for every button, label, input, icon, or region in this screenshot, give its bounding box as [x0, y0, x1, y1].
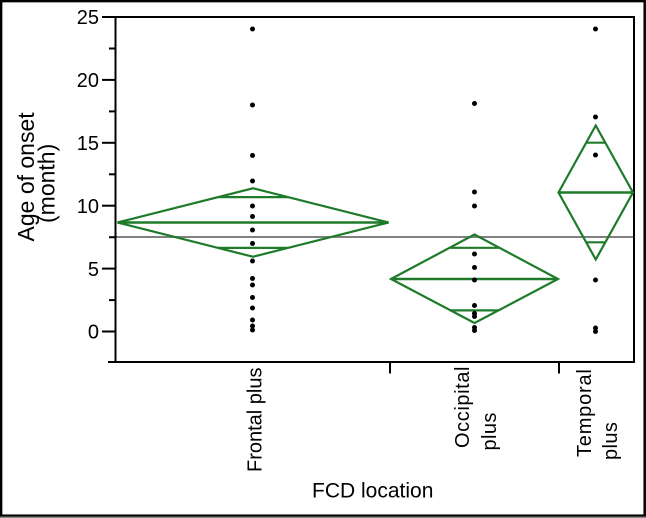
svg-text:5: 5	[88, 259, 99, 281]
svg-text:Age of onset: Age of onset	[13, 112, 39, 242]
svg-text:20: 20	[77, 70, 99, 92]
svg-text:plus: plus	[600, 422, 622, 460]
svg-text:Occipital: Occipital	[452, 366, 474, 448]
svg-text:15: 15	[77, 133, 99, 155]
svg-text:10: 10	[77, 196, 99, 218]
svg-text:FCD location: FCD location	[312, 480, 433, 503]
svg-text:(month): (month)	[34, 144, 60, 223]
svg-text:Frontal plus: Frontal plus	[245, 368, 267, 473]
svg-text:Temporal: Temporal	[574, 368, 596, 457]
svg-text:0: 0	[88, 322, 99, 344]
svg-text:plus: plus	[479, 412, 501, 450]
svg-text:25: 25	[77, 7, 99, 29]
